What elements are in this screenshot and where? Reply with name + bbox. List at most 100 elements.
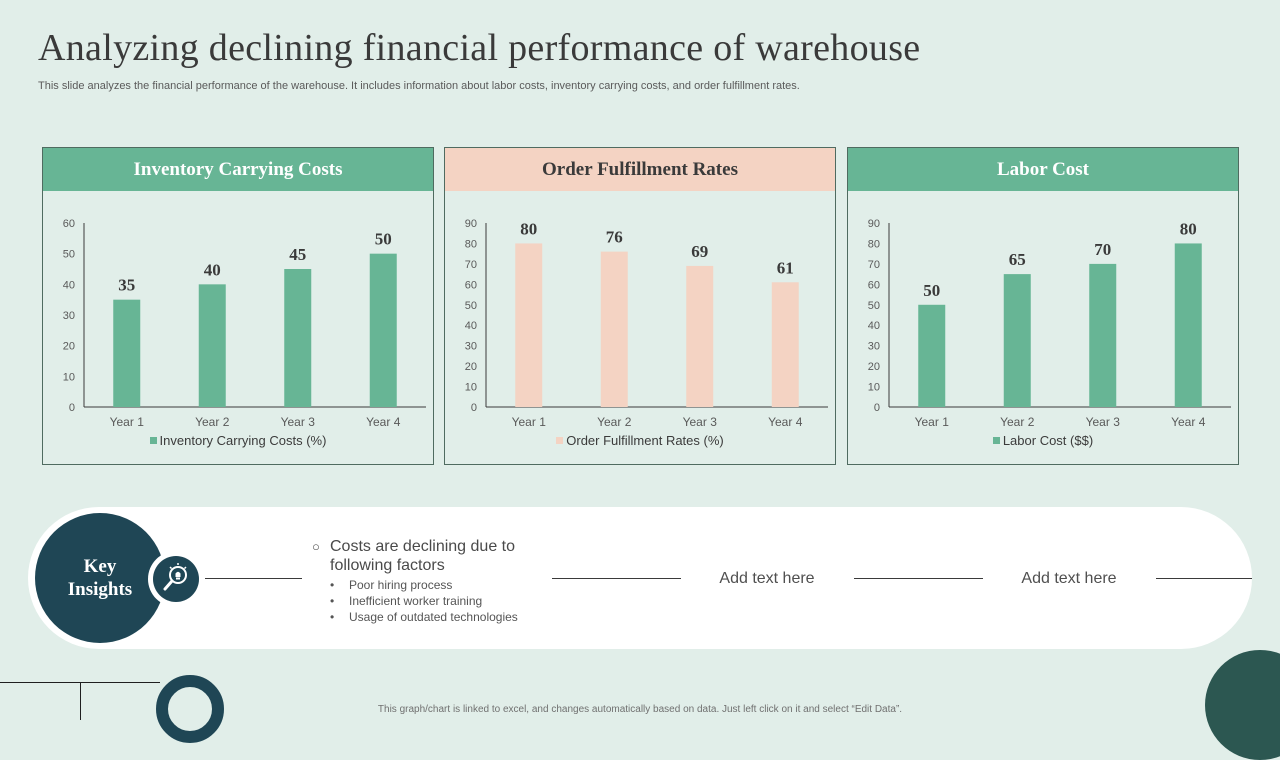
chart-title-inventory: Inventory Carrying Costs <box>43 148 433 191</box>
decorative-line <box>80 682 81 720</box>
x-tick-label: Year 3 <box>1086 415 1121 426</box>
data-label: 76 <box>606 228 623 247</box>
legend-inventory: Inventory Carrying Costs (%) <box>43 433 433 448</box>
y-tick-label: 80 <box>465 238 477 250</box>
insight-main-text: Costs are declining due to following fac… <box>330 538 515 574</box>
y-tick-label: 0 <box>471 402 477 414</box>
y-tick-label: 20 <box>63 341 75 353</box>
circle-bullet-icon: ○ <box>312 539 320 554</box>
bar <box>1174 243 1202 407</box>
y-tick-label: 70 <box>868 259 880 271</box>
data-label: 45 <box>289 245 306 264</box>
add-text-placeholder-2[interactable]: Add text here <box>1021 570 1117 587</box>
list-item: Usage of outdated technologies <box>330 609 552 625</box>
data-label: 65 <box>1009 250 1026 269</box>
data-label: 35 <box>118 276 135 295</box>
y-tick-label: 50 <box>465 300 477 312</box>
bar <box>771 282 799 407</box>
y-tick-label: 20 <box>465 361 477 373</box>
legend-label: Labor Cost ($$) <box>1002 433 1094 448</box>
x-tick-label: Year 2 <box>597 415 632 426</box>
chart-panel-inventory: Inventory Carrying Costs 0 10 20 30 40 50 60 35… <box>42 147 434 465</box>
factor-list: Poor hiring process Inefficient worker t… <box>330 577 552 625</box>
key-insights-badge: Key Insights <box>35 513 165 643</box>
x-tick-label: Year 1 <box>110 415 145 426</box>
bar <box>113 299 141 407</box>
y-tick-label: 90 <box>868 218 880 230</box>
bar <box>369 253 397 407</box>
legend-fulfillment: Order Fulfillment Rates (%) <box>445 433 835 448</box>
chart-title-fulfillment: Order Fulfillment Rates <box>445 148 835 191</box>
y-tick-label: 80 <box>868 238 880 250</box>
bar-chart-fulfillment: 0 10 20 30 40 50 60 70 80 90 80 Year 1 76 Year 2 69 Yea… <box>465 218 828 426</box>
x-tick-label: Year 2 <box>1000 415 1035 426</box>
data-label: 50 <box>923 281 940 300</box>
lightbulb-magnifier-icon <box>153 556 199 602</box>
x-tick-label: Year 3 <box>281 415 316 426</box>
x-tick-label: Year 1 <box>915 415 950 426</box>
list-item: Poor hiring process <box>330 577 552 593</box>
bar <box>515 243 543 407</box>
bar <box>918 304 946 407</box>
list-item: Inefficient worker training <box>330 593 552 609</box>
data-label: 40 <box>204 260 221 279</box>
y-tick-label: 30 <box>465 341 477 353</box>
chart-panel-fulfillment: Order Fulfillment Rates 0 10 20 30 40 50 60 70 8… <box>444 147 836 465</box>
y-tick-label: 10 <box>63 371 75 383</box>
legend-label: Order Fulfillment Rates (%) <box>566 433 724 448</box>
bar <box>1089 263 1117 407</box>
y-tick-label: 10 <box>465 382 477 394</box>
bar <box>686 265 714 407</box>
y-tick-label: 20 <box>868 361 880 373</box>
connector-line <box>854 578 983 579</box>
y-tick-label: 40 <box>63 279 75 291</box>
bar-chart-labor: 0 10 20 30 40 50 60 70 80 90 50 Year 1 65 Year 2 70 Yea… <box>868 218 1231 426</box>
insight-icon-holder <box>148 551 204 607</box>
bar <box>1003 274 1031 407</box>
legend-swatch <box>992 437 1000 444</box>
legend-labor: Labor Cost ($$) <box>848 433 1238 448</box>
y-tick-label: 30 <box>63 310 75 322</box>
chart-panel-labor: Labor Cost 0 10 20 30 40 50 60 70 80 90 50 Year 1 65… <box>847 147 1239 465</box>
connector-line <box>205 578 302 579</box>
y-tick-label: 50 <box>63 249 75 261</box>
key-insights-heading-line2: Insights <box>67 579 133 600</box>
page-subtitle: This slide analyzes the financial perfor… <box>38 80 800 92</box>
y-tick-label: 90 <box>465 218 477 230</box>
bar <box>198 284 226 407</box>
y-tick-label: 30 <box>868 341 880 353</box>
legend-swatch <box>149 437 157 444</box>
bar-chart-inventory: 0 10 20 30 40 50 60 35 Year 1 40 Year 2 45 Year 3 50 Y… <box>63 218 426 426</box>
y-tick-label: 70 <box>465 259 477 271</box>
chart-title-labor: Labor Cost <box>848 148 1238 191</box>
add-text-placeholder-1[interactable]: Add text here <box>719 570 815 587</box>
data-label: 80 <box>520 219 537 238</box>
page-title: Analyzing declining financial performanc… <box>38 27 921 69</box>
footnote: This graph/chart is linked to excel, and… <box>377 704 903 715</box>
data-label: 80 <box>1180 219 1197 238</box>
x-tick-label: Year 4 <box>768 415 803 426</box>
y-tick-label: 50 <box>868 300 880 312</box>
insight-main-point: ○ Costs are declining due to following f… <box>312 537 552 625</box>
legend-swatch <box>556 437 564 444</box>
x-tick-label: Year 4 <box>366 415 401 426</box>
x-tick-label: Year 4 <box>1171 415 1206 426</box>
connector-line <box>552 578 681 579</box>
y-tick-label: 40 <box>465 320 477 332</box>
y-tick-label: 60 <box>465 279 477 291</box>
bar <box>600 251 628 407</box>
x-tick-label: Year 2 <box>195 415 230 426</box>
data-label: 50 <box>375 230 392 249</box>
x-tick-label: Year 3 <box>683 415 718 426</box>
data-label: 70 <box>1094 240 1111 259</box>
connector-line <box>1156 578 1252 579</box>
data-label: 69 <box>691 242 708 261</box>
key-insights-heading-line1: Key <box>83 556 117 577</box>
legend-label: Inventory Carrying Costs (%) <box>159 433 327 448</box>
bar <box>284 269 312 407</box>
y-tick-label: 0 <box>69 402 75 414</box>
y-tick-label: 0 <box>874 402 880 414</box>
y-tick-label: 10 <box>868 382 880 394</box>
y-tick-label: 60 <box>868 279 880 291</box>
y-tick-label: 60 <box>63 218 75 230</box>
